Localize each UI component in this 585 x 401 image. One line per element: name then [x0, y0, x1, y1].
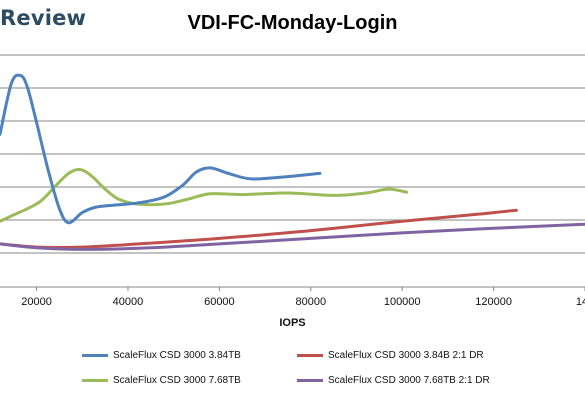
x-tick-label: 60000	[204, 296, 235, 308]
x-axis-ticks: 20000 40000 60000 80000 100000 120000 140	[21, 287, 585, 308]
gridlines	[0, 54, 585, 254]
series-line-1	[0, 73, 322, 225]
chart-title: VDI-FC-Monday-Login	[187, 12, 398, 34]
legend-swatch-2	[297, 354, 323, 357]
legend-label-1: ScaleFlux CSD 3000 3.84TB	[113, 350, 241, 361]
legend-swatch-1	[82, 354, 108, 357]
legend-swatch-3	[82, 379, 108, 382]
x-tick-label: 120000	[475, 296, 512, 308]
x-tick-label: 20000	[21, 296, 52, 308]
legend-label-3: ScaleFlux CSD 3000 7.68TB	[113, 375, 241, 386]
x-tick-label: 100000	[384, 296, 421, 308]
legend-label-4: ScaleFlux CSD 3000 7.68TB 2:1 DR	[328, 375, 490, 386]
chart-legend: ScaleFlux CSD 3000 3.84TB ScaleFlux CSD …	[0, 340, 585, 400]
legend-item-3: ScaleFlux CSD 3000 7.68TB	[82, 375, 241, 386]
x-tick-label: 40000	[113, 296, 144, 308]
x-axis-label: IOPS	[279, 317, 306, 329]
legend-label-2: ScaleFlux CSD 3000 3.84B 2:1 DR	[328, 350, 484, 361]
legend-item-4: ScaleFlux CSD 3000 7.68TB 2:1 DR	[297, 375, 490, 386]
legend-swatch-4	[297, 379, 323, 382]
x-tick-label: 80000	[295, 296, 326, 308]
x-tick-label: 140	[576, 296, 585, 308]
site-brand: Review	[0, 6, 87, 30]
legend-item-1: ScaleFlux CSD 3000 3.84TB	[82, 350, 241, 361]
legend-item-2: ScaleFlux CSD 3000 3.84B 2:1 DR	[297, 350, 484, 361]
series-line-4	[0, 222, 585, 251]
series-lines	[0, 73, 585, 251]
series-line-3	[0, 167, 409, 223]
